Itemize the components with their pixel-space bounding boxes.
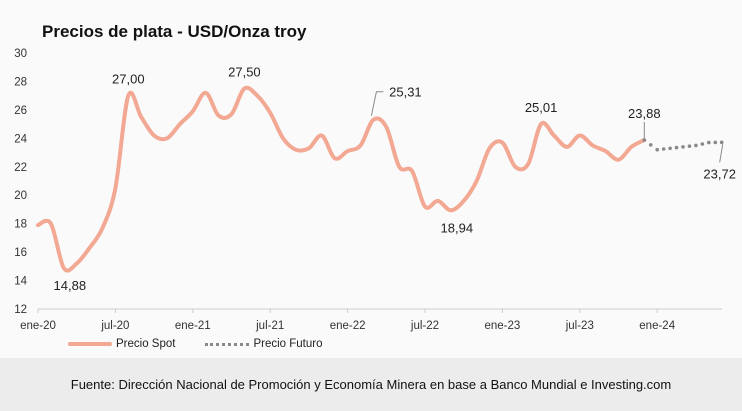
x-tick-label: ene-24 — [639, 320, 675, 332]
series-line-spot — [36, 85, 647, 273]
futuro-point — [642, 138, 647, 142]
x-tick-label: jul-21 — [255, 320, 284, 332]
futuro-point — [655, 147, 659, 152]
legend-swatch-futuro — [205, 342, 250, 346]
data-label: 23,72 — [703, 166, 736, 181]
legend-label-futuro: Precio Futuro — [253, 338, 323, 350]
y-tick-label: 26 — [14, 105, 27, 117]
futuro-point — [687, 144, 692, 148]
x-tick-label: ene-21 — [175, 320, 211, 332]
futuro-point — [668, 146, 672, 151]
futuro-point — [648, 143, 653, 147]
y-tick-label: 22 — [14, 162, 27, 174]
futuro-point — [707, 140, 711, 145]
x-tick-label: ene-22 — [330, 320, 366, 332]
legend-label-spot: Precio Spot — [116, 338, 176, 350]
x-tick-label: jul-22 — [410, 320, 439, 332]
futuro-point — [661, 147, 666, 151]
y-tick-label: 12 — [14, 304, 27, 316]
y-tick-label: 28 — [14, 76, 27, 88]
data-label: 23,88 — [628, 106, 661, 121]
y-tick-label: 16 — [14, 247, 27, 259]
futuro-point — [713, 140, 718, 145]
y-tick-label: 24 — [14, 133, 27, 145]
x-tick-label: ene-23 — [484, 320, 520, 332]
callout-line — [370, 91, 384, 116]
source-text: Fuente: Dirección Nacional de Promoción … — [70, 377, 672, 392]
legend-swatch-spot — [68, 342, 112, 346]
y-tick-label: 30 — [14, 48, 27, 60]
x-tick-label: ene-20 — [20, 320, 56, 332]
data-label: 18,94 — [441, 220, 474, 235]
data-label: 27,00 — [112, 72, 145, 87]
x-tick-label: jul-20 — [100, 320, 129, 332]
y-tick-label: 18 — [14, 219, 27, 231]
futuro-point — [681, 145, 685, 149]
line-chart: 12 14 16 18 20 22 24 26 28 30 ene-20 jul-20 ene-21 ju… — [14, 48, 736, 332]
futuro-point — [674, 145, 679, 150]
futuro-point — [700, 142, 705, 146]
data-label: 14,88 — [54, 278, 87, 293]
callout-line — [719, 144, 724, 163]
futuro-point — [694, 143, 698, 148]
data-label: 25,31 — [389, 85, 422, 100]
futuro-point — [719, 140, 724, 145]
source-footer: Fuente: Dirección Nacional de Promoción … — [0, 358, 742, 411]
y-tick-label: 14 — [14, 276, 27, 288]
data-label: 27,50 — [228, 65, 261, 80]
y-tick-label: 20 — [14, 190, 27, 202]
chart-title: Precios de plata - USD/Onza troy — [42, 22, 307, 41]
data-label: 25,01 — [525, 100, 558, 115]
x-tick-label: jul-23 — [565, 320, 594, 332]
legend: Precio Spot Precio Futuro — [68, 338, 322, 350]
